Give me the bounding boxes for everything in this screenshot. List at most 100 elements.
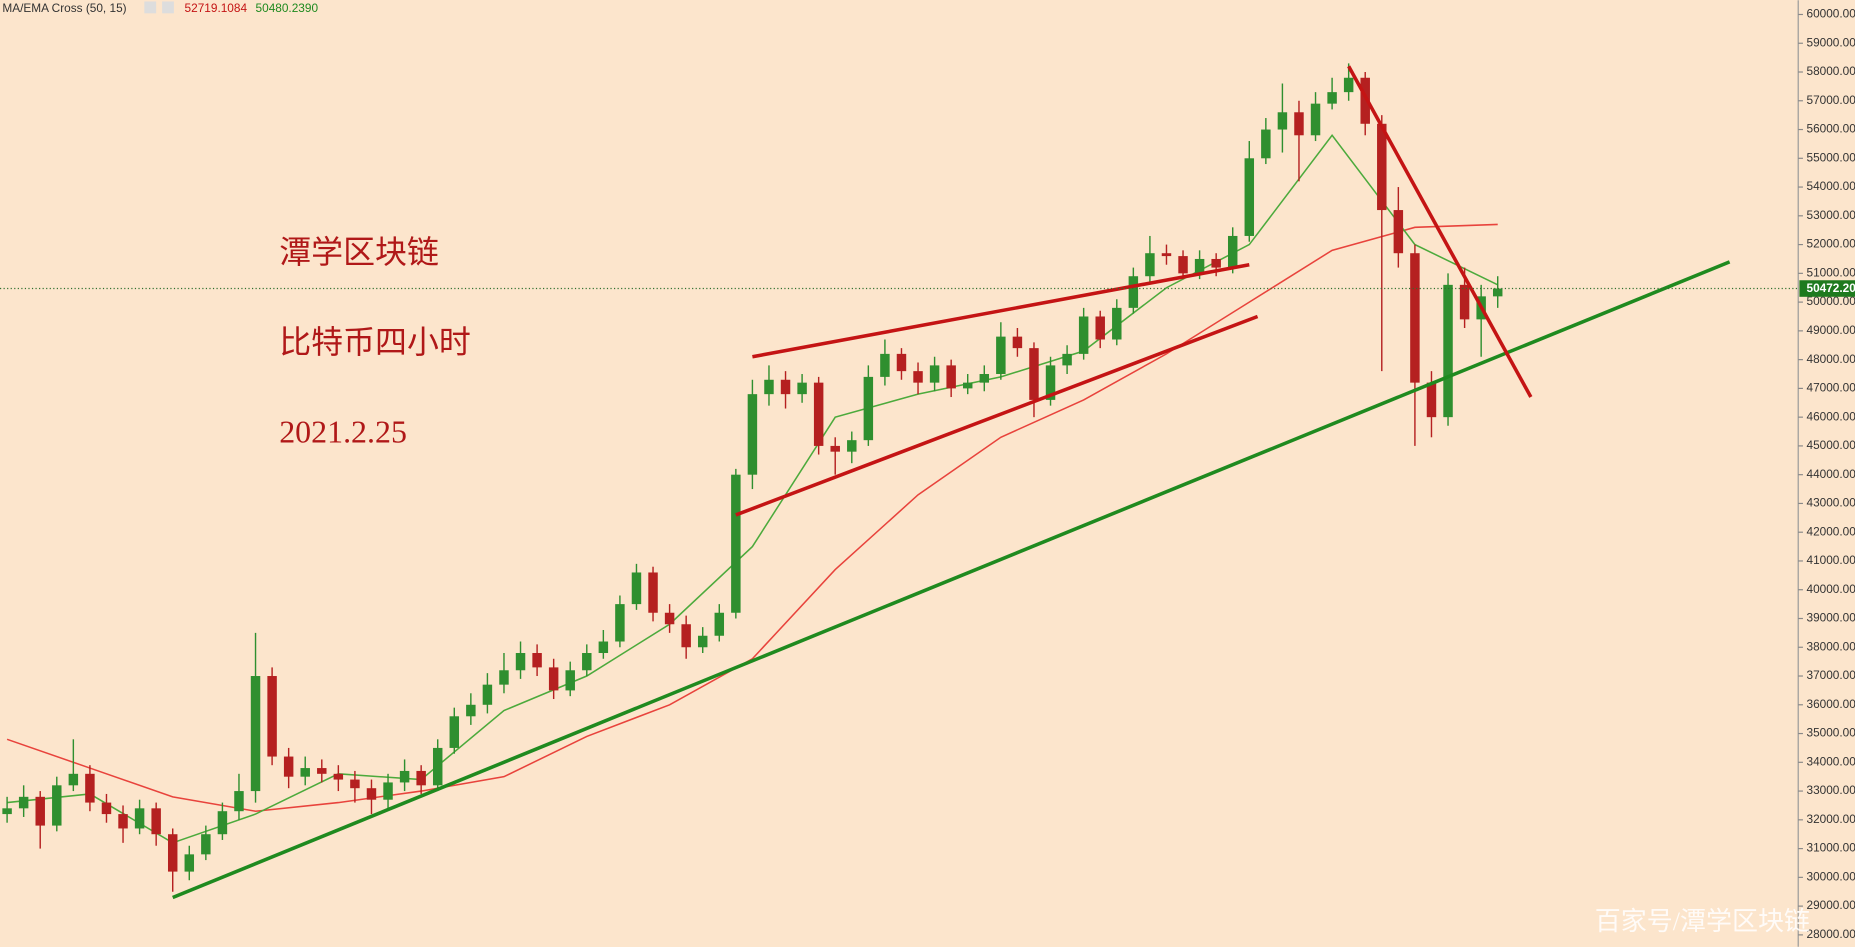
candle-body: [565, 670, 575, 691]
candle-body: [101, 802, 112, 815]
candle-body: [18, 796, 29, 809]
y-tick-label: 60000.00: [1806, 7, 1855, 21]
candle-body: [1211, 258, 1221, 268]
candle-body: [466, 704, 476, 717]
candle-body: [1078, 316, 1089, 354]
y-tick-label: 47000.00: [1806, 381, 1855, 395]
y-tick-label: 46000.00: [1806, 409, 1855, 423]
candle-body: [1194, 258, 1205, 274]
candle-body: [1277, 112, 1288, 130]
candle-body: [962, 382, 973, 389]
y-tick-label: 51000.00: [1806, 265, 1855, 279]
close-icon[interactable]: [162, 1, 174, 14]
candle-body: [499, 670, 509, 685]
candle-body: [1128, 276, 1139, 308]
candle-body: [234, 791, 244, 812]
last-price-label: 50472.20: [1806, 281, 1855, 295]
candle-body: [399, 770, 410, 783]
candle-body: [217, 811, 228, 835]
candle-body: [548, 667, 559, 691]
candle-body: [896, 353, 907, 372]
indicator-value: 50480.2390: [256, 1, 319, 15]
candle-body: [929, 365, 940, 383]
candle-body: [283, 756, 294, 777]
candle-body: [648, 572, 658, 613]
moving-average: [7, 134, 1499, 844]
candle-body: [432, 747, 443, 786]
candle-body: [449, 716, 460, 748]
candle-body: [1327, 92, 1337, 104]
candle-body: [68, 773, 79, 786]
y-tick-label: 49000.00: [1806, 323, 1855, 337]
candle-body: [134, 808, 145, 829]
candle-body: [1343, 77, 1354, 93]
candle-body: [1492, 288, 1503, 297]
candle-body: [847, 440, 857, 452]
candle-body: [1029, 348, 1039, 400]
candle-body: [697, 635, 708, 648]
title-line: 潭学区块链: [279, 235, 439, 270]
candle-body: [598, 641, 609, 654]
candle-body: [383, 782, 393, 800]
candle-body: [1161, 253, 1172, 257]
candle-body: [913, 371, 923, 383]
candle-body: [1261, 129, 1271, 159]
candle-body: [85, 773, 95, 803]
candle-body: [615, 604, 625, 642]
candle-body: [1045, 365, 1056, 400]
candle-body: [532, 653, 542, 668]
title-line: 比特币四小时: [279, 325, 471, 360]
y-tick-label: 58000.00: [1806, 64, 1855, 78]
indicator-value: 52719.1084: [185, 1, 248, 15]
y-tick-label: 48000.00: [1806, 352, 1855, 366]
y-tick-label: 52000.00: [1806, 237, 1855, 251]
y-tick-label: 59000.00: [1806, 35, 1855, 49]
settings-icon[interactable]: [144, 1, 157, 14]
y-tick-label: 28000.00: [1806, 927, 1855, 941]
candle-body: [1112, 307, 1122, 340]
candle-body: [350, 779, 360, 789]
y-tick-label: 43000.00: [1806, 496, 1855, 510]
indicator-label: MA/EMA Cross (50, 15): [2, 1, 126, 15]
last-price-box: [1799, 280, 1855, 297]
candle-body: [151, 808, 161, 835]
y-tick-label: 29000.00: [1806, 898, 1855, 912]
candle-body: [482, 684, 493, 705]
candle-body: [267, 676, 277, 757]
candle-body: [681, 624, 691, 648]
watermark: 百家号/潭学区块链: [1595, 907, 1810, 936]
y-tick-label: 34000.00: [1806, 754, 1855, 768]
candle-body: [2, 808, 12, 815]
y-tick-label: 30000.00: [1806, 869, 1855, 883]
candle-body: [35, 796, 45, 826]
candle-body: [863, 376, 874, 441]
candle-body: [979, 374, 990, 383]
candle-body: [764, 379, 774, 395]
candle-body: [1095, 316, 1105, 340]
candle-body: [1459, 284, 1470, 320]
candle-body: [366, 788, 377, 800]
candle-body: [333, 773, 344, 780]
candle-body: [1426, 382, 1437, 418]
y-tick-label: 33000.00: [1806, 783, 1855, 797]
candle-body: [300, 768, 310, 777]
candle-body: [118, 814, 128, 829]
candle-body: [1145, 253, 1155, 277]
candle-body: [167, 834, 178, 872]
candle-body: [1294, 112, 1304, 136]
candle-body: [830, 445, 840, 452]
candle-body: [1443, 284, 1453, 418]
candle-body: [1227, 235, 1238, 268]
candle-body: [797, 382, 807, 395]
candle-body: [813, 382, 824, 446]
y-tick-label: 42000.00: [1806, 524, 1855, 538]
candle-body: [317, 768, 327, 774]
trend-line: [1347, 65, 1533, 398]
trend-line: [172, 260, 1731, 900]
y-tick-label: 37000.00: [1806, 668, 1855, 682]
candle-body: [1360, 77, 1370, 124]
candle-body: [1310, 103, 1321, 136]
candle-body: [184, 854, 195, 872]
moving-average: [6, 223, 1498, 812]
